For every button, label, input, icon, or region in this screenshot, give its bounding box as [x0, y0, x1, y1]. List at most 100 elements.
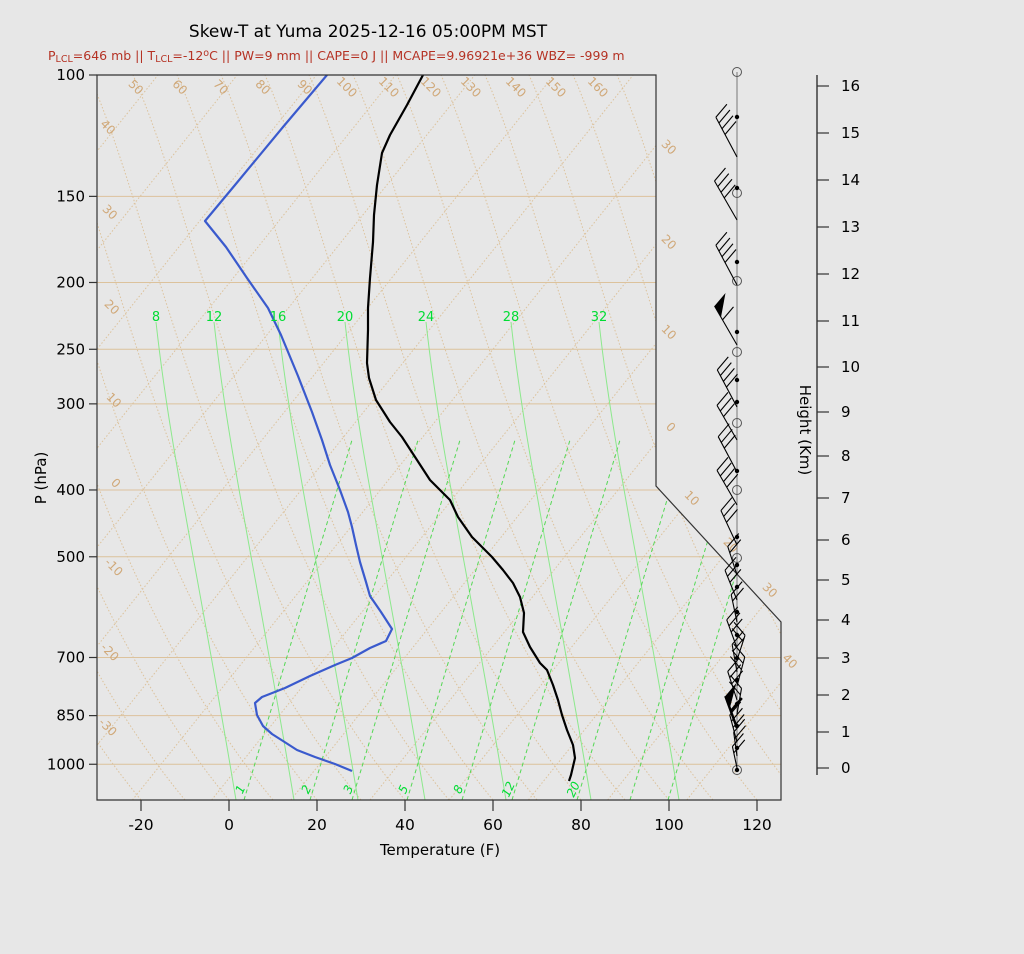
wind-barb-tick [733, 621, 746, 636]
wind-barb-tick [715, 103, 728, 118]
chart-title: Skew-T at Yuma 2025-12-16 05:00PM MST [189, 22, 548, 42]
wind-barb-tick [731, 631, 744, 645]
wind-barb-tick [715, 231, 728, 246]
wind-barb-tick [723, 403, 735, 417]
wind-barb-tick [721, 243, 734, 258]
wind-circle-marker [732, 553, 742, 563]
wind-barb-tick [730, 675, 742, 689]
height-tick-label: 14 [841, 171, 860, 189]
moist-adiabat-label: 16 [270, 310, 287, 325]
wind-barb-stem [736, 635, 746, 661]
wind-barb-tick [732, 637, 745, 652]
dry-adiabat-line [396, 75, 714, 800]
wind-barb-tick [726, 473, 739, 488]
stats-text: =646 mb || T [73, 48, 156, 63]
stats-text: P [48, 48, 56, 63]
sounding-curves [203, 75, 577, 782]
dry-adiabat-line [220, 75, 538, 800]
wind-barb-tick [717, 423, 730, 438]
moist-adiabat-line [344, 321, 426, 800]
wind-barb-stem [716, 369, 738, 408]
height-tick-label: 0 [841, 759, 851, 777]
moist-adiabat-line [155, 321, 237, 800]
wind-barb-tick [726, 606, 739, 621]
mixing-ratio-label: 12 [499, 779, 518, 799]
wind-barb-stem [736, 656, 746, 687]
wind-barb-tick [720, 429, 733, 443]
wind-dot-marker [734, 259, 740, 265]
pressure-tick-label: 400 [56, 481, 85, 499]
wind-barb-stem [716, 405, 738, 441]
isotherm-line [528, 75, 781, 800]
wind-barb-stem [716, 470, 738, 506]
temperature-tick-label: 100 [654, 816, 684, 834]
grid-labels: 50 60 70 80 90 100 110 120 130 140 150 160403020100… [96, 74, 800, 799]
wind-barb-tick [724, 121, 737, 135]
wind-dot-marker [734, 609, 740, 615]
temperature-tick-label: 80 [571, 816, 591, 834]
wind-barb-tick [719, 462, 732, 477]
temperature-tick-label: 60 [483, 816, 503, 834]
wind-barb-stem [715, 117, 738, 158]
wind-barb-tick [722, 306, 734, 321]
height-tick-label: 5 [841, 571, 851, 589]
stats-subscript: LCL [56, 54, 74, 65]
isotherm-line [97, 75, 317, 800]
wind-barb-tick [716, 457, 729, 471]
wind-barb-tick [720, 497, 733, 511]
wind-barb-tick [728, 612, 741, 627]
wind-barb-tick [722, 368, 735, 382]
dry-adiabat-line [484, 75, 781, 800]
wind-barb-tick [732, 714, 745, 728]
pressure-tick-label: 200 [56, 273, 85, 291]
dewpoint-curve [203, 75, 394, 773]
pressure-tick-label: 250 [56, 340, 85, 358]
wind-dot-marker [734, 399, 740, 405]
temperature-tick-label: 40 [395, 816, 415, 834]
dry-adiabat-line [264, 75, 582, 800]
wind-dot-marker [734, 329, 740, 335]
temperature-axis-title: Temperature (F) [379, 841, 500, 859]
height-tick-label: 12 [841, 265, 860, 283]
dry-adiabat-line [528, 75, 781, 800]
moist-adiabat-line [425, 321, 507, 800]
wind-barb-tick [729, 539, 742, 554]
pressure-tick-label: 850 [56, 707, 85, 725]
height-tick-label: 6 [841, 531, 851, 549]
stats-text: C || PW=9 mm || CAPE=0 J || MCAPE=9.9692… [209, 48, 624, 63]
wind-circle-marker [732, 485, 742, 495]
wind-barb-tick [729, 569, 742, 583]
pressure-axis-title: P (hPa) [32, 452, 50, 505]
moisture-lines [155, 321, 777, 800]
wind-barb-tick [732, 733, 744, 747]
isotherm-line [97, 75, 555, 800]
wind-barb-tick [726, 508, 738, 523]
wind-dot-marker [734, 114, 740, 120]
wind-barb-tick [729, 656, 742, 670]
pressure-tick-label: 300 [56, 395, 85, 413]
height-tick-label: 11 [841, 312, 860, 330]
moist-adiabat-label: 32 [591, 310, 608, 325]
wind-barb-column [714, 67, 746, 775]
wind-barb-tick [732, 587, 744, 602]
moist-adiabat-label: 12 [206, 310, 223, 325]
pressure-tick-label: 150 [56, 187, 85, 205]
pressure-tick-label: 700 [56, 648, 85, 666]
isotherm-line [97, 75, 238, 800]
pressure-tick-label: 100 [56, 66, 85, 84]
wind-barb-tick [727, 563, 739, 577]
wind-circle-marker [732, 67, 742, 77]
stats-text: =-12 [172, 48, 203, 63]
wind-barb-tick [723, 434, 736, 449]
wind-barb-tick [733, 739, 746, 754]
wind-barb-tick [723, 184, 736, 199]
wind-barb-tick [718, 109, 731, 124]
wind-dot-marker [734, 767, 740, 773]
wind-barb-stem [714, 180, 738, 221]
stats-superscript: o [203, 48, 209, 59]
wind-barb-tick [724, 249, 737, 263]
pressure-tick-label: 500 [56, 548, 85, 566]
mixing-ratio-label: 20 [564, 779, 583, 799]
height-tick-label: 8 [841, 447, 851, 465]
